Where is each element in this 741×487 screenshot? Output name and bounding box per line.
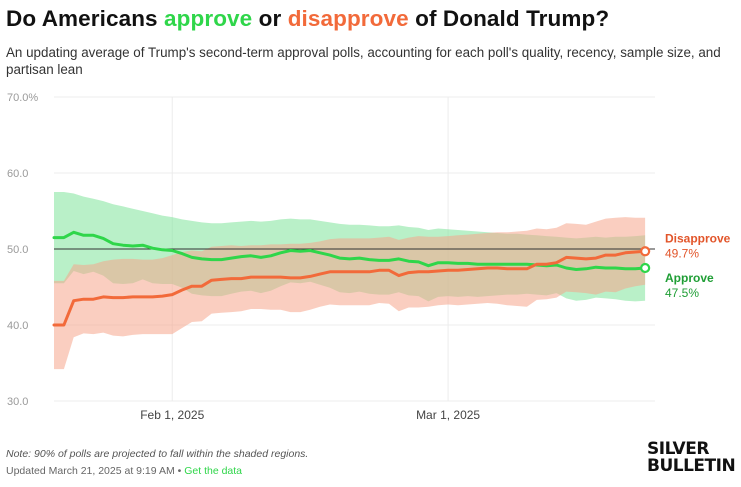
title-approve-word: approve <box>164 6 253 31</box>
x-tick-label: Feb 1, 2025 <box>140 408 204 422</box>
disapprove-series-label: Disapprove <box>665 231 731 245</box>
chart-subtitle: An updating average of Trump's second-te… <box>6 45 721 77</box>
page-title: Do Americans approve or disapprove of Do… <box>6 6 609 32</box>
logo-line-1: SILVER <box>647 439 709 459</box>
title-middle: or <box>258 6 282 31</box>
logo-line-2: BULLETIN <box>647 456 736 476</box>
approve-value-label: 47.5% <box>665 286 699 300</box>
silver-bulletin-logo: SILVER BULLETIN <box>647 441 737 475</box>
approval-chart: 30.0 40.0 50.0 60.0 70.0% Feb 1, 2025 Mar 1, 2… <box>7 92 731 422</box>
updated-separator: • <box>177 465 182 477</box>
y-tick-label: 60.0 <box>7 168 28 180</box>
title-disapprove-word: disapprove <box>287 6 409 31</box>
chart-note: Note: 90% of polls are projected to fall… <box>6 448 309 460</box>
title-prefix: Do Americans <box>6 6 158 31</box>
y-tick-label: 70.0% <box>7 92 38 104</box>
y-tick-label: 30.0 <box>7 396 28 408</box>
get-data-link[interactable]: Get the data <box>184 465 243 477</box>
approve-series-label: Approve <box>665 271 714 285</box>
y-tick-label: 50.0 <box>7 244 28 256</box>
disapprove-line <box>52 249 647 327</box>
x-tick-label: Mar 1, 2025 <box>416 408 480 422</box>
disapprove-end-marker <box>640 246 651 257</box>
disapprove-value-label: 49.7% <box>665 246 699 260</box>
approve-end-marker <box>640 262 651 274</box>
title-suffix: of Donald Trump? <box>415 6 610 31</box>
updated-line: Updated March 21, 2025 at 9:19 AM • Get … <box>6 465 242 477</box>
disapprove-band <box>54 217 646 370</box>
y-tick-label: 40.0 <box>7 320 28 332</box>
updated-timestamp: Updated March 21, 2025 at 9:19 AM <box>6 465 175 477</box>
